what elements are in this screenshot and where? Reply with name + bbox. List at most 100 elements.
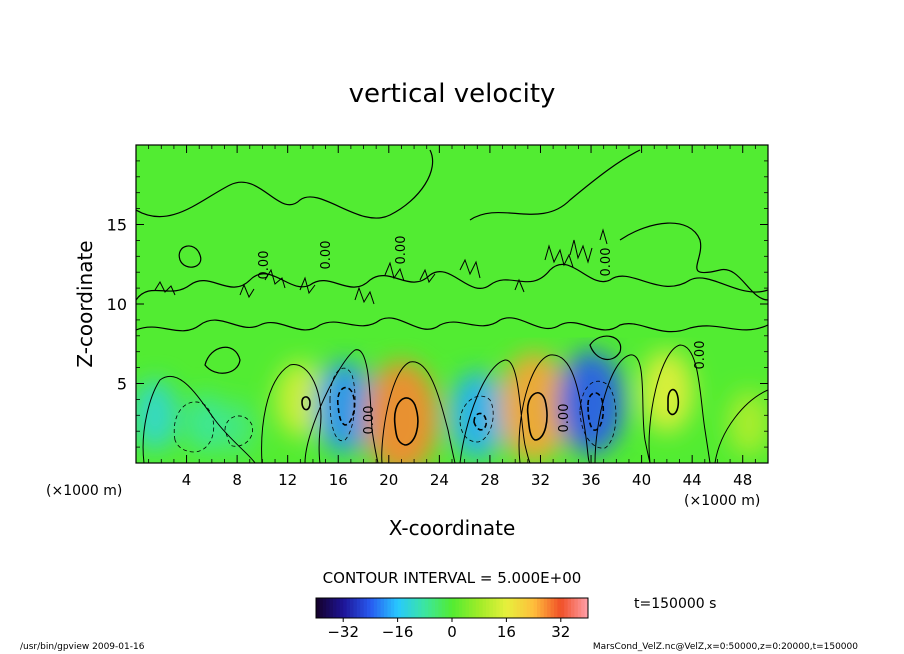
contour-label: 0.00	[557, 404, 572, 433]
velocity-cell	[314, 360, 375, 454]
colorbar-segment	[526, 598, 531, 618]
contour-labels: 0.00 0.00 0.00 0.00 0.00 0.00 0.00	[257, 236, 708, 435]
velocity-cell	[136, 379, 178, 451]
colorbar-segment	[550, 598, 555, 618]
colorbar-segment	[516, 598, 521, 618]
x-tick-label: 16	[329, 471, 348, 489]
y-axis-label: Z-coordinate	[73, 240, 97, 367]
contour-line	[136, 149, 768, 301]
colorbar-segment	[336, 598, 341, 618]
x-tick-label: 28	[480, 471, 499, 489]
colorbar-segment	[329, 598, 334, 618]
colorbar-segment	[445, 598, 450, 618]
colorbar-segment	[492, 598, 497, 618]
colorbar-segment	[333, 598, 337, 618]
colorbar-segment	[435, 598, 439, 618]
y-tick-label: 15	[107, 216, 127, 235]
colorbar-segment	[414, 598, 419, 618]
colorbar-segment	[394, 598, 399, 618]
footer-program: /usr/bin/gpview 2009-01-16	[20, 642, 145, 652]
colorbar-segment	[496, 598, 501, 618]
x-tick-label: 36	[581, 471, 600, 489]
colorbar-segment	[462, 598, 467, 618]
colorbar-segment	[401, 598, 405, 618]
colorbar-segment	[537, 598, 541, 618]
contour-line	[178, 245, 622, 374]
colorbar-segment	[373, 598, 378, 618]
colorbar-segment	[533, 598, 538, 618]
colorbar-tick-label: −16	[382, 623, 414, 641]
colorbar-segment	[421, 598, 426, 618]
contour-label: 0.00	[693, 341, 708, 370]
colorbar-segment	[540, 598, 545, 618]
colorbar-segment	[482, 598, 487, 618]
contour-lines	[136, 149, 768, 463]
x-tick-label: 40	[632, 471, 651, 489]
colorbar-segment	[322, 598, 327, 618]
colorbar-segment	[560, 598, 565, 618]
velocity-cell	[728, 390, 768, 456]
y-tick-label: 5	[117, 375, 127, 394]
colorbar-segment	[431, 598, 436, 618]
colorbar-segment	[564, 598, 569, 618]
colorbar-segment	[387, 598, 392, 618]
x-tick-label: 20	[379, 471, 398, 489]
colorbar-segment	[316, 598, 320, 618]
colorbar-segment	[390, 598, 395, 618]
colorbar-segment	[452, 598, 456, 618]
contour-line	[154, 228, 608, 305]
colorbar-segment	[363, 598, 368, 618]
velocity-cell	[449, 371, 506, 460]
colorbar-ticks: −32 −16 0 16 32	[327, 618, 570, 641]
colorbar-segment	[486, 598, 490, 618]
y-axis-ticks: 5 10 15	[107, 160, 768, 448]
colorbar-segment	[343, 598, 348, 618]
x-tick-label: 48	[733, 471, 752, 489]
colorbar-segment	[554, 598, 558, 618]
colorbar-segment	[448, 598, 453, 618]
contour-label: 0.00	[257, 251, 272, 280]
colorbar-segment	[472, 598, 477, 618]
colorbar	[315, 597, 589, 619]
colorbar-segment	[543, 598, 548, 618]
contour-line	[136, 317, 768, 333]
contour-line	[142, 344, 768, 463]
colorbar-segment	[574, 598, 579, 618]
colorbar-tick-label: 0	[447, 623, 457, 641]
contour-label: 0.00	[599, 248, 614, 277]
colorbar-segment	[367, 598, 371, 618]
x-axis-ticks: 4 8 12 16 20 24 28 32 36 40 44 48	[148, 145, 756, 489]
colorbar-segment	[557, 598, 562, 618]
chart-title: vertical velocity	[349, 79, 556, 109]
contour-line	[336, 386, 605, 431]
colorbar-segment	[380, 598, 385, 618]
colorbar-segment	[418, 598, 422, 618]
x-tick-label: 32	[531, 471, 550, 489]
velocity-cell	[275, 361, 325, 438]
colorbar-segment	[353, 598, 358, 618]
contour-interval-label: CONTOUR INTERVAL = 5.000E+00	[323, 569, 582, 587]
colorbar-segment	[424, 598, 429, 618]
contour-label: 0.00	[362, 406, 377, 435]
colorbar-segment	[509, 598, 514, 618]
colorbar-segment	[513, 598, 518, 618]
colorbar-segment	[356, 598, 361, 618]
colorbar-segment	[441, 598, 446, 618]
colorbar-tick-label: 32	[551, 623, 570, 641]
x-tick-label: 4	[182, 471, 192, 489]
colorbar-segment	[407, 598, 412, 618]
colorbar-segment	[567, 598, 572, 618]
colorbar-segment	[530, 598, 535, 618]
colorbar-segment	[503, 598, 507, 618]
footer-source: MarsCond_VelZ.nc@VelZ,x=0:50000,z=0:2000…	[593, 642, 858, 652]
x-tick-label: 44	[683, 471, 702, 489]
colorbar-segment	[547, 598, 552, 618]
x-unit-left: (×1000 m)	[46, 483, 122, 499]
colorbar-segment	[377, 598, 382, 618]
colorbar-segment	[370, 598, 375, 618]
colorbar-segment	[469, 598, 473, 618]
colorbar-segment	[404, 598, 409, 618]
colorbar-tick-label: −32	[327, 623, 359, 641]
colorbar-segment	[581, 598, 586, 618]
